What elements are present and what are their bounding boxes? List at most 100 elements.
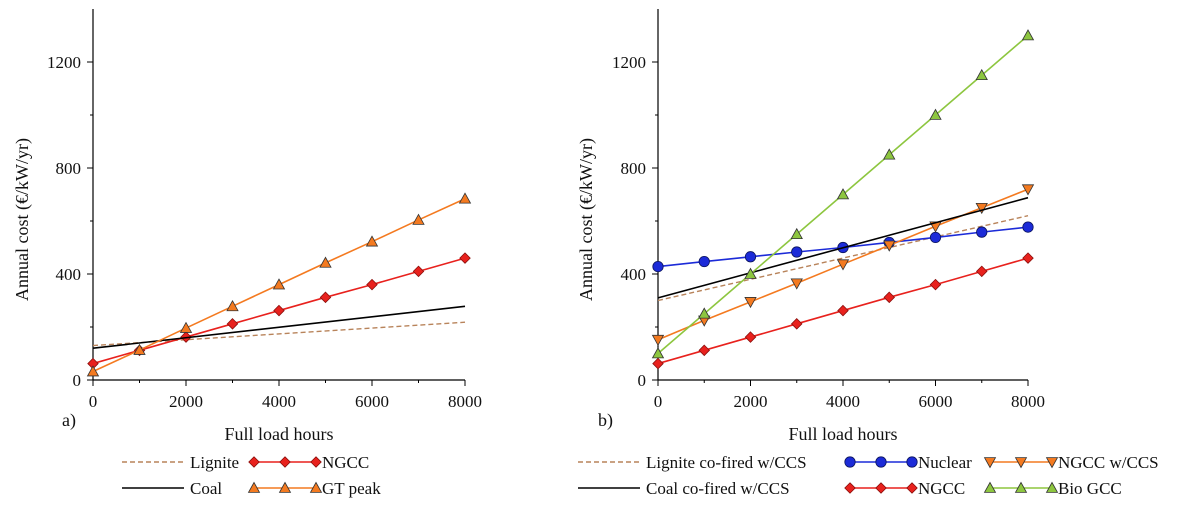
y-tick-label: 1200 [47,53,81,72]
data-point [653,358,663,368]
x-tick-label: 6000 [355,392,389,411]
legend: Lignite co-fired w/CCS Nuclear NGCC w/CCS C… [578,453,1159,498]
x-tick-label: 2000 [169,392,203,411]
y-tick-label: 0 [638,371,647,390]
data-point [884,292,894,302]
x-tick-label: 6000 [919,392,953,411]
data-point [227,301,238,311]
series-lignite-co-fired-w-ccs [658,216,1028,301]
data-point [274,279,285,289]
legend-marker [907,457,917,467]
legend-item: Coal [122,479,222,498]
data-point [745,252,755,262]
panel-label: a) [62,410,76,431]
x-tick-label: 2000 [734,392,768,411]
data-point [653,335,664,345]
data-point [413,214,424,224]
y-axis-title: Annual cost (€/kW/yr) [12,138,33,301]
legend-item: NGCC [845,479,965,498]
data-point [320,257,331,267]
legend-item: Lignite co-fired w/CCS [578,453,807,472]
data-point [977,266,987,276]
data-point [460,193,471,203]
y-tick-label: 800 [621,159,647,178]
legend-label: Coal [190,479,222,498]
series-ngcc-w-ccs [653,185,1034,345]
x-tick-label: 0 [89,392,98,411]
data-point [792,319,802,329]
legend-item: Lignite [122,453,239,472]
data-point [745,297,756,307]
legend-label: Nuclear [918,453,972,472]
data-point [930,232,940,242]
data-point [1023,222,1033,232]
legend-label: NGCC [322,453,369,472]
data-point [653,261,663,271]
legend-marker [311,457,321,467]
data-point [227,319,237,329]
x-tick-label: 0 [654,392,663,411]
legend-label: NGCC [918,479,965,498]
legend-item: NGCC [249,453,369,472]
legend-marker [845,483,855,493]
x-axis-title: Full load hours [788,424,897,444]
legend-item: GT peak [249,479,382,498]
legend-item: NGCC w/CCS [985,453,1159,472]
panel-b: 0 2000 4000 6000 8000 0 400 800 1200 Full load ho… [576,9,1159,498]
data-point [791,279,802,289]
data-point [838,260,849,270]
data-point [367,279,377,289]
legend-label: Coal co-fired w/CCS [646,479,790,498]
panel-a: 0 2000 4000 6000 8000 0 400 800 1200 Full load ho… [12,9,482,498]
data-point [792,247,802,257]
legend-marker [876,483,886,493]
legend-marker [845,457,855,467]
series-line [658,216,1028,301]
series-coal-co-fired-w-ccs [658,198,1028,298]
y-tick-label: 800 [56,159,82,178]
data-point [1023,253,1033,263]
x-tick-label: 8000 [448,392,482,411]
data-point [88,366,99,376]
legend-marker [249,457,259,467]
series-line [658,198,1028,298]
data-point [1023,30,1034,40]
data-point [838,305,848,315]
legend-item: Coal co-fired w/CCS [578,479,790,498]
y-tick-label: 0 [73,371,82,390]
legend-label: Lignite [190,453,239,472]
panel-label: b) [598,410,613,431]
x-tick-label: 4000 [826,392,860,411]
x-tick-label: 4000 [262,392,296,411]
data-point [460,253,470,263]
data-point [274,305,284,315]
legend-item: Bio GCC [985,479,1122,498]
legend-marker [280,457,290,467]
data-point [413,266,423,276]
y-tick-label: 1200 [612,53,646,72]
legend-marker [876,457,886,467]
legend: Lignite NGCC Coal GT peak [122,453,381,498]
legend-label: GT peak [322,479,381,498]
series-ngcc [88,253,470,369]
legend-label: Bio GCC [1058,479,1122,498]
data-point [699,345,709,355]
data-point [1023,185,1034,195]
data-point [930,279,940,289]
data-point [181,323,192,333]
y-tick-label: 400 [56,265,82,284]
y-axis-title: Annual cost (€/kW/yr) [576,138,597,301]
legend-label: Lignite co-fired w/CCS [646,453,807,472]
data-point [699,256,709,266]
x-axis-title: Full load hours [224,424,333,444]
y-tick-label: 400 [621,265,647,284]
data-point [745,332,755,342]
data-point [320,292,330,302]
data-point [367,236,378,246]
x-tick-label: 8000 [1011,392,1045,411]
data-point [977,227,987,237]
legend-marker [907,483,917,493]
legend-label: NGCC w/CCS [1058,453,1159,472]
legend-item: Nuclear [845,453,972,472]
